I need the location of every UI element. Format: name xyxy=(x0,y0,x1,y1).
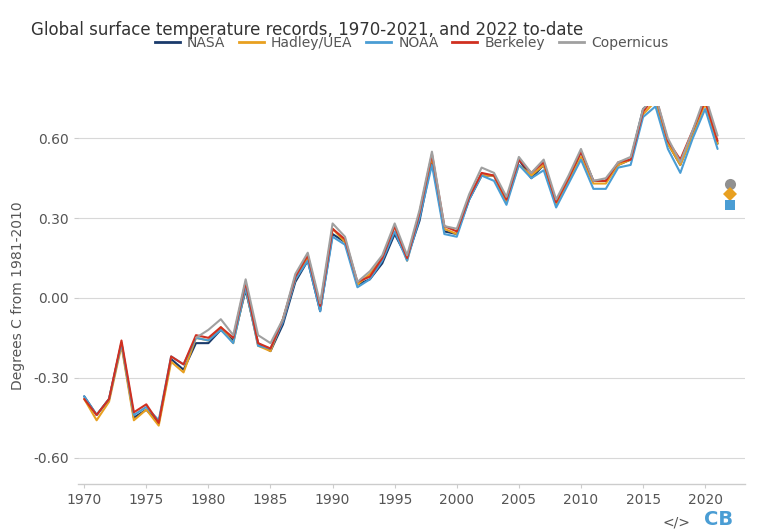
Y-axis label: Degrees C from 1981-2010: Degrees C from 1981-2010 xyxy=(11,201,25,389)
Text: Global surface temperature records, 1970-2021, and 2022 to-date: Global surface temperature records, 1970… xyxy=(31,21,583,39)
Text: CB: CB xyxy=(704,510,733,529)
Text: </>: </> xyxy=(662,516,690,529)
Legend: NASA, Hadley/UEA, NOAA, Berkeley, Copernicus: NASA, Hadley/UEA, NOAA, Berkeley, Copern… xyxy=(149,30,674,55)
